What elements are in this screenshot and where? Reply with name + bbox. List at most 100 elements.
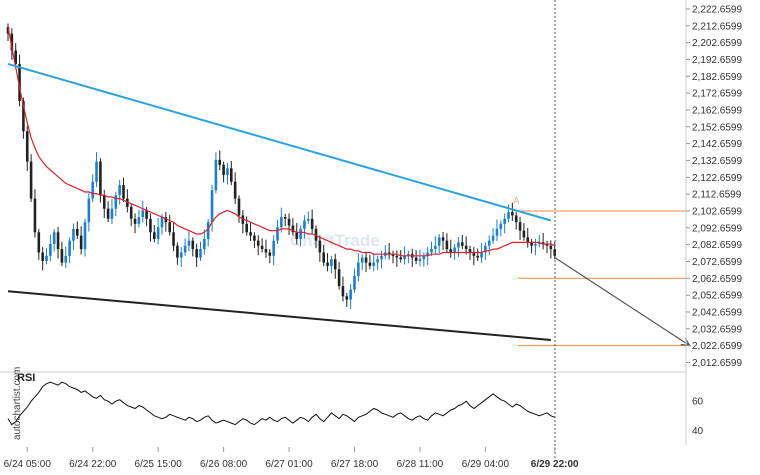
brand-label: autochartist.com xyxy=(12,367,23,440)
y-tick-label: 2,092.6599 xyxy=(692,223,742,234)
chart-watermark: ChartTrade xyxy=(290,231,380,250)
candle-body xyxy=(333,259,337,270)
candle-body xyxy=(399,257,402,260)
rsi-tick-label: 40 xyxy=(692,426,704,437)
candle-body xyxy=(164,217,168,223)
y-tick-label: 2,042.6599 xyxy=(692,307,742,318)
candle-body xyxy=(283,217,287,219)
y-tick-label: 2,212.6599 xyxy=(692,21,742,32)
candle-body xyxy=(222,164,225,176)
x-tick-label: 6/29 22:00 xyxy=(531,459,579,470)
candle-body xyxy=(99,161,102,196)
candle-body xyxy=(434,245,437,250)
candle-body xyxy=(357,262,360,277)
candle-body xyxy=(183,245,187,253)
candle-body xyxy=(403,255,406,260)
candle-body xyxy=(237,198,241,216)
candle-body xyxy=(503,218,506,224)
candle-body xyxy=(314,228,318,241)
candle-body xyxy=(307,218,310,221)
x-tick-label: 6/27 01:00 xyxy=(265,459,313,470)
candle-body xyxy=(10,33,14,51)
moving-average-line xyxy=(7,26,555,257)
candle-body xyxy=(318,240,322,253)
y-tick-label: 2,132.6599 xyxy=(692,156,742,167)
candle-body xyxy=(122,185,125,199)
y-tick-label: 2,162.6599 xyxy=(692,105,742,116)
candle-body xyxy=(407,254,410,256)
candle-body xyxy=(476,255,479,258)
y-axis: 2,222.6599 2,212.6599 2,202.6599 2,192.6599… xyxy=(685,0,742,372)
candle-body xyxy=(487,240,491,246)
y-tick-label: 2,032.6599 xyxy=(692,324,742,335)
branding: autochartist.com xyxy=(12,367,23,440)
candle-body xyxy=(272,240,275,256)
y-tick-label: 2,082.6599 xyxy=(692,240,742,251)
candle-body xyxy=(95,161,98,182)
candle-body xyxy=(437,237,441,246)
x-tick-label: 6/24 22:00 xyxy=(69,459,117,470)
candle-body xyxy=(430,249,433,253)
candle-body xyxy=(441,237,445,241)
candle-body xyxy=(187,240,191,246)
candle-body xyxy=(22,100,25,132)
moving-average-layer xyxy=(7,26,555,257)
y-tick-label: 2,112.6599 xyxy=(692,190,742,201)
candle-body xyxy=(253,235,256,241)
candle-body xyxy=(511,212,514,216)
candle-body xyxy=(287,218,291,226)
candle-body xyxy=(218,159,222,165)
candle-body xyxy=(72,228,75,241)
candle-body xyxy=(310,218,314,229)
y-tick-label: 2,202.6599 xyxy=(692,38,742,49)
candle-body xyxy=(241,215,245,224)
candle-body xyxy=(156,227,160,240)
candle-body xyxy=(160,217,164,228)
x-tick-label: 6/25 15:00 xyxy=(135,459,183,470)
candle-body xyxy=(349,289,352,300)
candle-body xyxy=(91,181,94,199)
candle-body xyxy=(522,230,526,238)
candle-body xyxy=(530,242,533,246)
candle-body xyxy=(395,255,399,258)
candle-body xyxy=(360,257,364,263)
candle-body xyxy=(534,244,537,246)
rsi-title: RSI xyxy=(17,372,35,384)
candle-body xyxy=(133,218,137,224)
candle-body xyxy=(68,240,71,256)
candle-body xyxy=(345,296,349,300)
candle-body xyxy=(507,212,510,219)
candle-body xyxy=(461,242,464,246)
candle-body xyxy=(179,252,183,258)
candle-body xyxy=(376,259,379,263)
candle-body xyxy=(372,262,376,266)
candle-body xyxy=(18,63,21,101)
candle-body xyxy=(453,247,456,253)
y-tick-label: 2,072.6599 xyxy=(692,257,742,268)
candle-body xyxy=(472,252,476,256)
candle-body xyxy=(129,207,133,219)
candle-body xyxy=(230,168,233,182)
candle-body xyxy=(60,249,64,263)
candle-body xyxy=(25,131,29,162)
candle-body xyxy=(56,232,60,250)
candle-body xyxy=(203,239,206,250)
candle-body xyxy=(114,195,118,209)
candle-body xyxy=(418,259,422,261)
candle-body xyxy=(102,195,106,209)
candle-body xyxy=(414,257,418,261)
candle-body xyxy=(380,255,383,260)
candle-body xyxy=(518,222,522,231)
candle-body xyxy=(387,252,391,255)
rsi-tick-label: 60 xyxy=(692,397,704,408)
x-tick-label: 6/26 08:00 xyxy=(200,459,248,470)
candle-body xyxy=(538,242,541,245)
candle-body xyxy=(226,168,229,176)
candle-body xyxy=(126,198,129,208)
candle-body xyxy=(141,210,145,218)
candle-body xyxy=(445,240,449,250)
y-tick-label: 2,122.6599 xyxy=(692,173,742,184)
candle-body xyxy=(33,198,37,233)
candle-body xyxy=(260,245,264,250)
